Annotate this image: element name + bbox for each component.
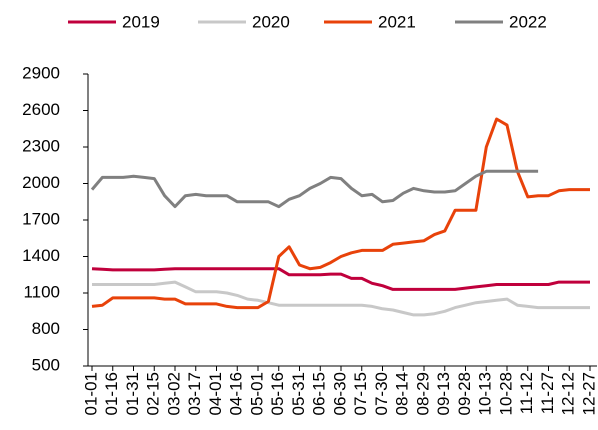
x-tick-label: 12-12 bbox=[559, 372, 578, 415]
x-tick-label: 05-01 bbox=[247, 372, 266, 415]
x-tick-label: 09-28 bbox=[455, 372, 474, 415]
series-line bbox=[91, 267, 590, 291]
y-tick-label: 500 bbox=[32, 355, 60, 374]
x-tick-label: 05-16 bbox=[268, 372, 287, 415]
x-tick-label: 04-16 bbox=[227, 372, 246, 415]
x-tick-label: 01-31 bbox=[123, 372, 142, 415]
y-tick-label: 1100 bbox=[23, 282, 60, 301]
x-tick-label: 01-16 bbox=[102, 372, 121, 415]
x-tick-label: 10-13 bbox=[476, 372, 495, 415]
y-tick-label: 2300 bbox=[22, 136, 60, 155]
x-tick-label: 10-28 bbox=[496, 372, 515, 415]
x-tick-label: 02-15 bbox=[144, 372, 163, 415]
x-tick-label: 06-15 bbox=[310, 372, 329, 415]
y-tick-label: 2000 bbox=[22, 173, 60, 192]
series-line bbox=[92, 280, 590, 317]
x-tick-label: 01-01 bbox=[81, 372, 100, 415]
y-tick-label: 1400 bbox=[22, 246, 60, 265]
x-tick-label: 03-17 bbox=[185, 372, 204, 415]
series-line bbox=[91, 117, 590, 310]
x-tick-label: 08-14 bbox=[393, 372, 412, 415]
y-tick-label: 1700 bbox=[22, 209, 60, 228]
y-tick-label: 800 bbox=[32, 319, 60, 338]
x-tick-label: 07-30 bbox=[372, 372, 391, 415]
y-tick-label: 2600 bbox=[22, 100, 60, 119]
x-tick-label: 12-27 bbox=[579, 372, 598, 415]
x-tick-label: 06-30 bbox=[330, 372, 349, 415]
legend-label: 2022 bbox=[509, 12, 547, 31]
x-tick-label: 08-29 bbox=[413, 372, 432, 415]
x-tick-label: 07-15 bbox=[351, 372, 370, 415]
x-tick-label: 04-01 bbox=[206, 372, 225, 415]
y-tick-label: 2900 bbox=[22, 63, 60, 82]
legend-label: 2019 bbox=[122, 12, 160, 31]
x-tick-label: 11-27 bbox=[538, 372, 557, 414]
x-tick-label: 11-12 bbox=[517, 372, 536, 414]
x-tick-label: 09-13 bbox=[434, 372, 453, 415]
legend-label: 2021 bbox=[378, 12, 416, 31]
x-tick-label: 05-31 bbox=[289, 372, 308, 415]
series-line bbox=[90, 169, 539, 209]
legend-label: 2020 bbox=[252, 12, 290, 31]
x-tick-label: 03-02 bbox=[164, 372, 183, 415]
